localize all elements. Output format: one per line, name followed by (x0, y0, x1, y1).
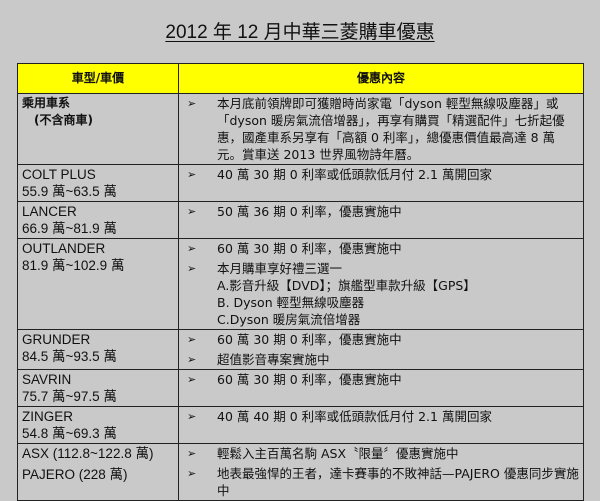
model-name: COLT PLUS (22, 167, 96, 182)
offer-cell: 40 萬 30 期 0 利率或低頭款低月付 2.1 萬開回家 (178, 164, 584, 202)
model-name: ZINGER (22, 409, 74, 424)
gift-option: A.影音升級【DVD】；旗艦型車款升級【GPS】 (217, 278, 476, 293)
model-price: 84.5 萬~93.5 萬 (22, 349, 117, 364)
model-name: ASX (112.8~122.8 萬) (22, 446, 154, 461)
offer-item: 60 萬 30 期 0 利率，優惠實施中 (183, 331, 579, 348)
model-cell: 乘用車系 (不含商車) (17, 93, 179, 165)
model-price: 54.8 萬~69.3 萬 (22, 426, 117, 441)
offer-item: 輕鬆入主百萬名駒 ASX〝限量〞優惠實施中 (183, 445, 579, 462)
offer-item: 地表最強悍的王者，達卡賽事的不敗神話—PAJERO 優惠同步實施中 (183, 465, 579, 499)
table-row: OUTLANDER 81.9 萬~102.9 萬 60 萬 30 期 0 利率，優惠… (17, 238, 584, 330)
offer-cell: 60 萬 30 期 0 利率，優惠實施中 (178, 369, 584, 407)
model-name: GRUNDER (22, 332, 91, 347)
offer-cell: 50 萬 36 期 0 利率，優惠實施中 (178, 201, 584, 239)
promotion-table: 車型/車價 優惠內容 乘用車系 (不含商車) 本月底前領牌即可獲贈時尚家電「dyso… (17, 63, 584, 501)
table-row: ASX (112.8~122.8 萬) PAJERO (228 萬) 輕鬆入主百萬名… (17, 443, 584, 501)
offer-cell: 輕鬆入主百萬名駒 ASX〝限量〞優惠實施中地表最強悍的王者，達卡賽事的不敗神話—… (178, 443, 584, 501)
offer-item: 本月購車享好禮三選一 (183, 260, 579, 277)
offer-item: 50 萬 36 期 0 利率，優惠實施中 (183, 203, 579, 220)
offer-cell: 60 萬 30 期 0 利率，優惠實施中本月購車享好禮三選一A.影音升級【DVD… (178, 238, 584, 330)
model-price: 75.7 萬~97.5 萬 (22, 389, 117, 404)
header-model-price: 車型/車價 (17, 63, 179, 94)
page-title: 2012 年 12 月中華三菱購車優惠 (0, 17, 600, 44)
model-cell: OUTLANDER 81.9 萬~102.9 萬 (17, 238, 179, 330)
title-text: 2012 年 12 月中華三菱購車優惠 (165, 22, 435, 43)
offer-cell: 60 萬 30 期 0 利率，優惠實施中超值影音專案實施中 (178, 329, 584, 370)
offer-item: 超值影音專案實施中 (183, 351, 579, 368)
model-cell: ZINGER 54.8 萬~69.3 萬 (17, 406, 179, 444)
model-name: SAVRIN (22, 372, 72, 387)
offer-cell: 40 萬 40 期 0 利率或低頭款低月付 2.1 萬開回家 (178, 406, 584, 444)
table-row: ZINGER 54.8 萬~69.3 萬 40 萬 40 期 0 利率或低頭款低月付… (17, 406, 584, 444)
table-header: 車型/車價 優惠內容 (17, 63, 584, 94)
offer-item: 60 萬 30 期 0 利率，優惠實施中 (183, 371, 579, 388)
model-cell: SAVRIN 75.7 萬~97.5 萬 (17, 369, 179, 407)
model-price: PAJERO (228 萬) (22, 467, 128, 482)
offer-cell: 本月底前領牌即可獲贈時尚家電「dyson 輕型無線吸塵器」或「dyson 暖房氣… (178, 93, 584, 165)
model-name: OUTLANDER (22, 241, 106, 256)
offer-item: 60 萬 30 期 0 利率，優惠實施中 (183, 240, 579, 257)
offer-item: 本月底前領牌即可獲贈時尚家電「dyson 輕型無線吸塵器」或「dyson 暖房氣… (183, 95, 579, 163)
gift-option: B. Dyson 輕型無線吸塵器 (217, 295, 365, 310)
model-price: 66.9 萬~81.9 萬 (22, 221, 117, 236)
gift-option: C.Dyson 暖房氣流倍增器 (217, 312, 361, 327)
model-name: 乘用車系 (22, 96, 71, 110)
model-price: 55.9 萬~63.5 萬 (22, 184, 117, 199)
table-row: LANCER 66.9 萬~81.9 萬 50 萬 36 期 0 利率，優惠實施中 (17, 201, 584, 239)
table-row: SAVRIN 75.7 萬~97.5 萬 60 萬 30 期 0 利率，優惠實施中 (17, 369, 584, 407)
model-price: 81.9 萬~102.9 萬 (22, 258, 125, 273)
model-price: (不含商車) (34, 113, 93, 127)
header-offer: 優惠內容 (178, 63, 584, 94)
table-row: COLT PLUS 55.9 萬~63.5 萬 40 萬 30 期 0 利率或低頭款… (17, 164, 584, 202)
offer-item: 40 萬 30 期 0 利率或低頭款低月付 2.1 萬開回家 (183, 166, 579, 183)
model-cell: GRUNDER 84.5 萬~93.5 萬 (17, 329, 179, 370)
model-cell: ASX (112.8~122.8 萬) PAJERO (228 萬) (17, 443, 179, 501)
model-cell: COLT PLUS 55.9 萬~63.5 萬 (17, 164, 179, 202)
model-cell: LANCER 66.9 萬~81.9 萬 (17, 201, 179, 239)
model-name: LANCER (22, 204, 77, 219)
table-row: GRUNDER 84.5 萬~93.5 萬 60 萬 30 期 0 利率，優惠實施中… (17, 329, 584, 370)
table-row: 乘用車系 (不含商車) 本月底前領牌即可獲贈時尚家電「dyson 輕型無線吸塵器」或… (17, 93, 584, 165)
offer-item: 40 萬 40 期 0 利率或低頭款低月付 2.1 萬開回家 (183, 408, 579, 425)
